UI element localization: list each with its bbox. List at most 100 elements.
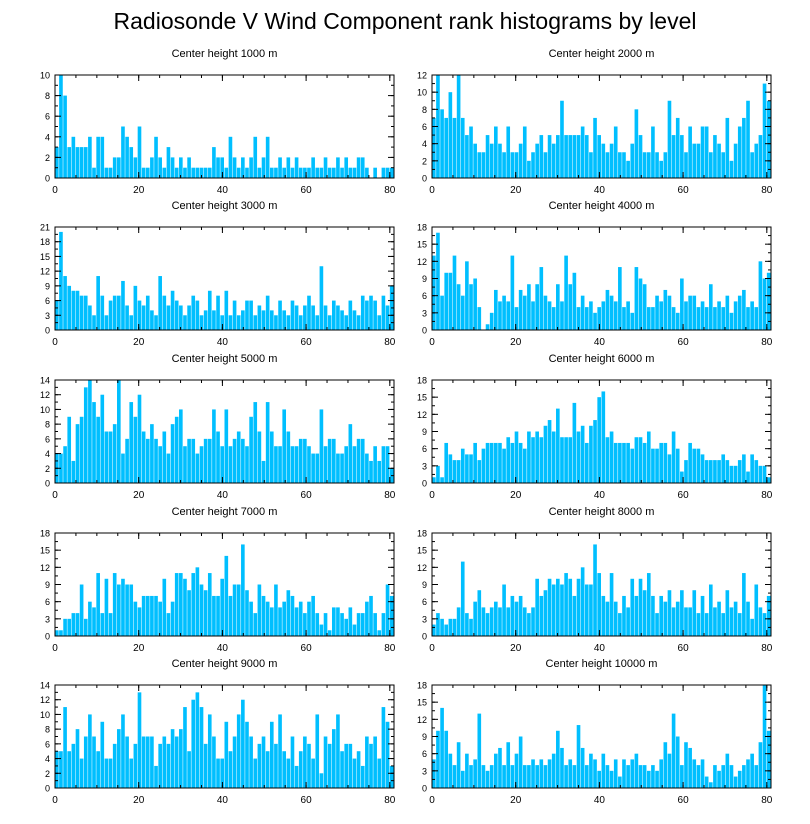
histogram-bar [162, 167, 167, 178]
histogram-bar [510, 442, 515, 483]
histogram-bar [336, 607, 340, 636]
histogram-bar [597, 307, 601, 330]
y-tick-label: 3 [422, 766, 427, 776]
histogram-bar [129, 315, 134, 330]
histogram-bar [269, 431, 274, 483]
histogram-bar [568, 759, 573, 788]
histogram-bar [597, 573, 601, 636]
histogram-bar [742, 117, 746, 178]
histogram-bar [708, 284, 713, 330]
histogram-bar [79, 758, 84, 788]
histogram-bar [253, 136, 258, 178]
histogram-bar [622, 759, 626, 788]
y-tick-label: 2 [422, 156, 427, 166]
histogram-bar [708, 152, 713, 178]
histogram-bar [340, 167, 344, 178]
y-tick-label: 15 [417, 546, 427, 556]
histogram-bar [717, 143, 721, 178]
histogram-bar [141, 305, 146, 330]
histogram-bar [729, 465, 734, 483]
histogram-bar [572, 595, 577, 636]
histogram-bar [323, 305, 328, 330]
histogram-bar [605, 289, 610, 330]
histogram-bar [593, 544, 597, 636]
histogram-bar [651, 448, 655, 483]
histogram-bar [494, 126, 498, 178]
histogram-bar [708, 782, 713, 788]
histogram-bar [327, 167, 332, 178]
histogram-bar [589, 152, 593, 178]
histogram-bar [83, 295, 88, 330]
histogram-bar [108, 613, 113, 636]
y-tick-label: 6 [45, 112, 50, 122]
histogram-bar [518, 442, 523, 483]
histogram-bar [713, 607, 717, 636]
x-tick-label: 40 [217, 337, 229, 348]
histogram-bar [311, 758, 315, 788]
histogram-bar [746, 100, 750, 178]
histogram-bar [191, 295, 196, 330]
x-tick-label: 80 [384, 795, 396, 806]
histogram-bar [315, 453, 320, 483]
histogram-bar [634, 595, 639, 636]
histogram-bar [502, 295, 506, 330]
histogram-bar [489, 312, 494, 330]
histogram-bar [700, 759, 705, 788]
histogram-bar [584, 765, 589, 788]
histogram-bar [385, 584, 390, 636]
x-tick-label: 20 [133, 185, 145, 196]
histogram-bar [261, 310, 266, 330]
histogram-bar [67, 147, 72, 178]
histogram-bar [290, 446, 295, 483]
histogram-bar [344, 446, 349, 483]
histogram-bar [75, 729, 80, 788]
histogram-bar [67, 416, 72, 483]
histogram-bar [83, 736, 88, 788]
histogram-bar [593, 312, 597, 330]
histogram-bar [340, 751, 344, 788]
histogram-bar [232, 157, 237, 178]
histogram-bar [71, 290, 76, 330]
histogram-bar [352, 758, 357, 788]
histogram-bar [150, 595, 154, 636]
histogram-bar [294, 765, 299, 788]
histogram-bar [212, 736, 216, 788]
histogram-bar [191, 438, 196, 483]
histogram-bar [199, 167, 204, 178]
histogram-bar [704, 460, 709, 483]
histogram-bar [432, 759, 436, 788]
y-tick-label: 9 [422, 580, 427, 590]
histogram-bar [692, 759, 697, 788]
histogram-bar [556, 284, 560, 330]
histogram-bar [104, 431, 109, 483]
x-tick-label: 40 [217, 795, 229, 806]
histogram-bar [336, 714, 340, 788]
y-tick-label: 0 [422, 174, 427, 184]
histogram-bar [605, 437, 610, 483]
histogram-bar [762, 613, 767, 636]
histogram-bar [207, 290, 212, 330]
histogram-bar [323, 736, 328, 788]
histogram-bar [556, 408, 560, 483]
histogram-bar [170, 729, 175, 788]
histogram-bar [646, 573, 651, 636]
y-tick-label: 6 [422, 749, 427, 759]
histogram-bar [725, 460, 730, 483]
x-tick-label: 60 [301, 795, 313, 806]
histogram-bar [601, 143, 606, 178]
histogram-bar [232, 438, 237, 483]
histogram-bar [729, 607, 734, 636]
y-tick-label: 12 [417, 71, 427, 81]
histogram-bar [344, 157, 349, 178]
histogram-bar [327, 630, 332, 636]
histogram-bar [327, 315, 332, 330]
histogram-bar [609, 431, 614, 483]
histogram-bar [286, 157, 291, 178]
y-tick-label: 9 [45, 281, 50, 291]
histogram-bar [655, 613, 659, 636]
y-tick-label: 4 [45, 754, 50, 764]
y-tick-label: 0 [422, 784, 427, 794]
y-tick-label: 0 [422, 479, 427, 489]
histogram-bar [331, 729, 336, 788]
histogram-bar [448, 272, 453, 330]
